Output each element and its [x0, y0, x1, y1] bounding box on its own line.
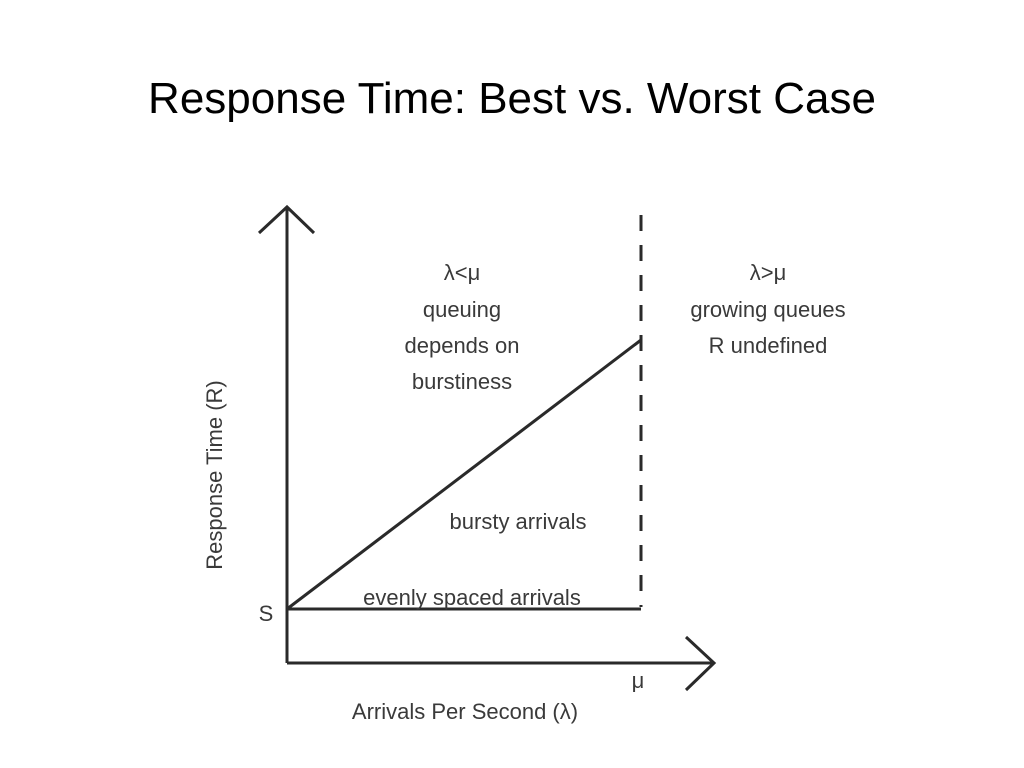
y-axis-label: Response Time (R)	[202, 380, 227, 570]
y-arrowhead	[257, 204, 316, 235]
region-text: R undefined	[709, 333, 828, 358]
s-marker: S	[259, 601, 274, 626]
bursty-line	[286, 338, 642, 611]
mu-marker: μ	[632, 668, 645, 693]
region-text: growing queues	[690, 297, 845, 322]
even-label: evenly spaced arrivals	[363, 585, 581, 610]
bursty-label: bursty arrivals	[450, 509, 587, 534]
x-arrowhead	[684, 635, 717, 692]
region-text: λ>μ	[750, 260, 787, 285]
x-axis-label: Arrivals Per Second (λ)	[352, 699, 578, 724]
region-text: depends on	[405, 333, 520, 358]
slide-title: Response Time: Best vs. Worst Case	[148, 74, 876, 123]
region-text: queuing	[423, 297, 501, 322]
region-text: λ<μ	[444, 260, 481, 285]
region-text: burstiness	[412, 369, 512, 394]
